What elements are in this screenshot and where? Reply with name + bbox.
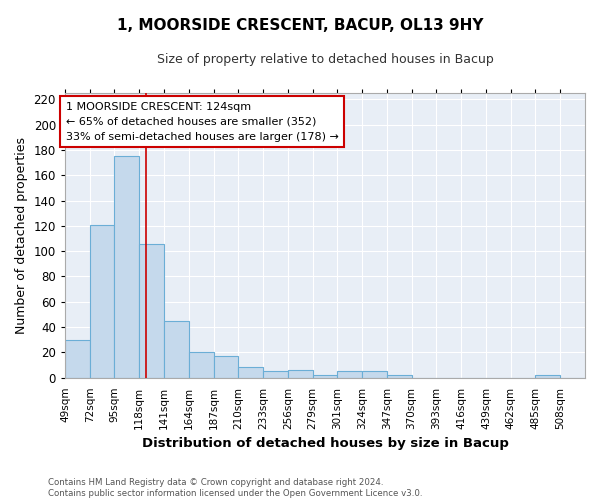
Bar: [337, 371, 362, 378]
Bar: [238, 368, 263, 378]
Bar: [214, 356, 238, 378]
Bar: [90, 224, 115, 378]
Bar: [362, 371, 387, 378]
Bar: [288, 370, 313, 378]
X-axis label: Distribution of detached houses by size in Bacup: Distribution of detached houses by size …: [142, 437, 508, 450]
Bar: [535, 375, 560, 378]
Text: Contains HM Land Registry data © Crown copyright and database right 2024.
Contai: Contains HM Land Registry data © Crown c…: [48, 478, 422, 498]
Text: 1 MOORSIDE CRESCENT: 124sqm
← 65% of detached houses are smaller (352)
33% of se: 1 MOORSIDE CRESCENT: 124sqm ← 65% of det…: [66, 102, 339, 142]
Bar: [189, 352, 214, 378]
Bar: [313, 375, 337, 378]
Bar: [164, 320, 189, 378]
Bar: [387, 375, 412, 378]
Title: Size of property relative to detached houses in Bacup: Size of property relative to detached ho…: [157, 52, 493, 66]
Bar: [263, 371, 288, 378]
Y-axis label: Number of detached properties: Number of detached properties: [15, 137, 28, 334]
Bar: [139, 244, 164, 378]
Text: 1, MOORSIDE CRESCENT, BACUP, OL13 9HY: 1, MOORSIDE CRESCENT, BACUP, OL13 9HY: [117, 18, 483, 32]
Bar: [65, 340, 90, 378]
Bar: [115, 156, 139, 378]
